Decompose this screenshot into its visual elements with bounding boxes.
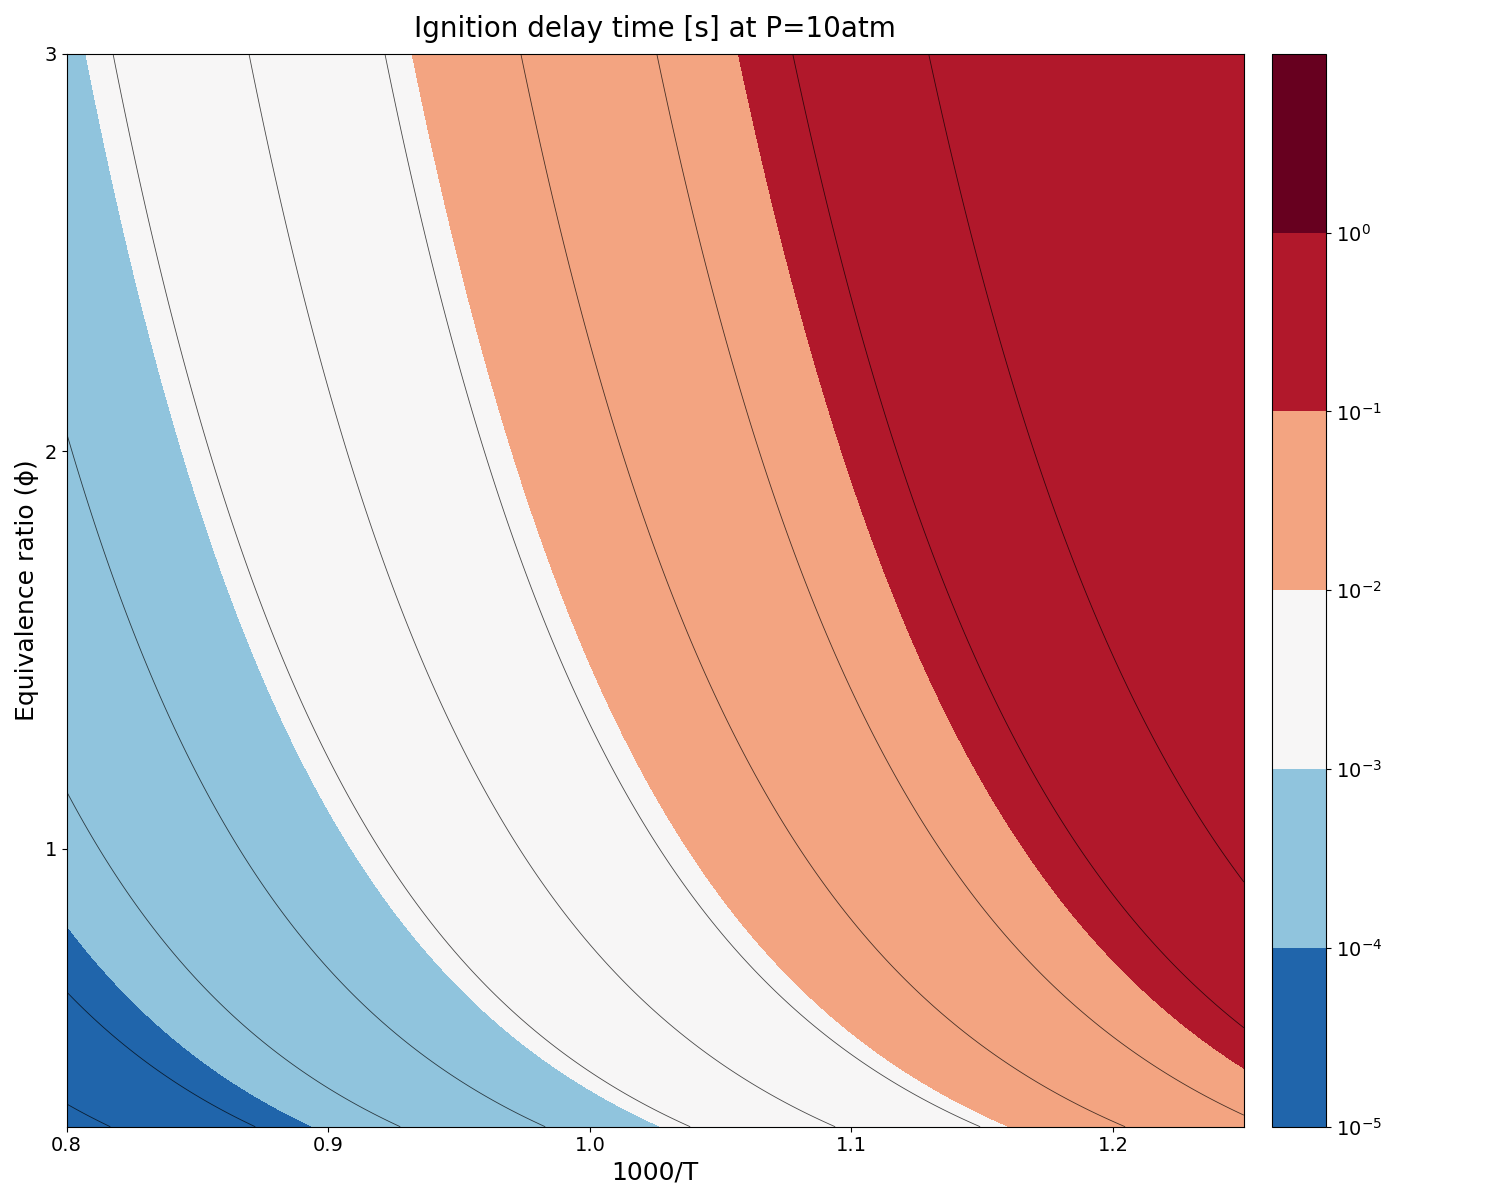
Title: Ignition delay time [s] at P=10atm: Ignition delay time [s] at P=10atm xyxy=(414,14,896,43)
X-axis label: 1000/T: 1000/T xyxy=(612,1160,699,1184)
Y-axis label: Equivalence ratio (ϕ): Equivalence ratio (ϕ) xyxy=(15,460,39,721)
